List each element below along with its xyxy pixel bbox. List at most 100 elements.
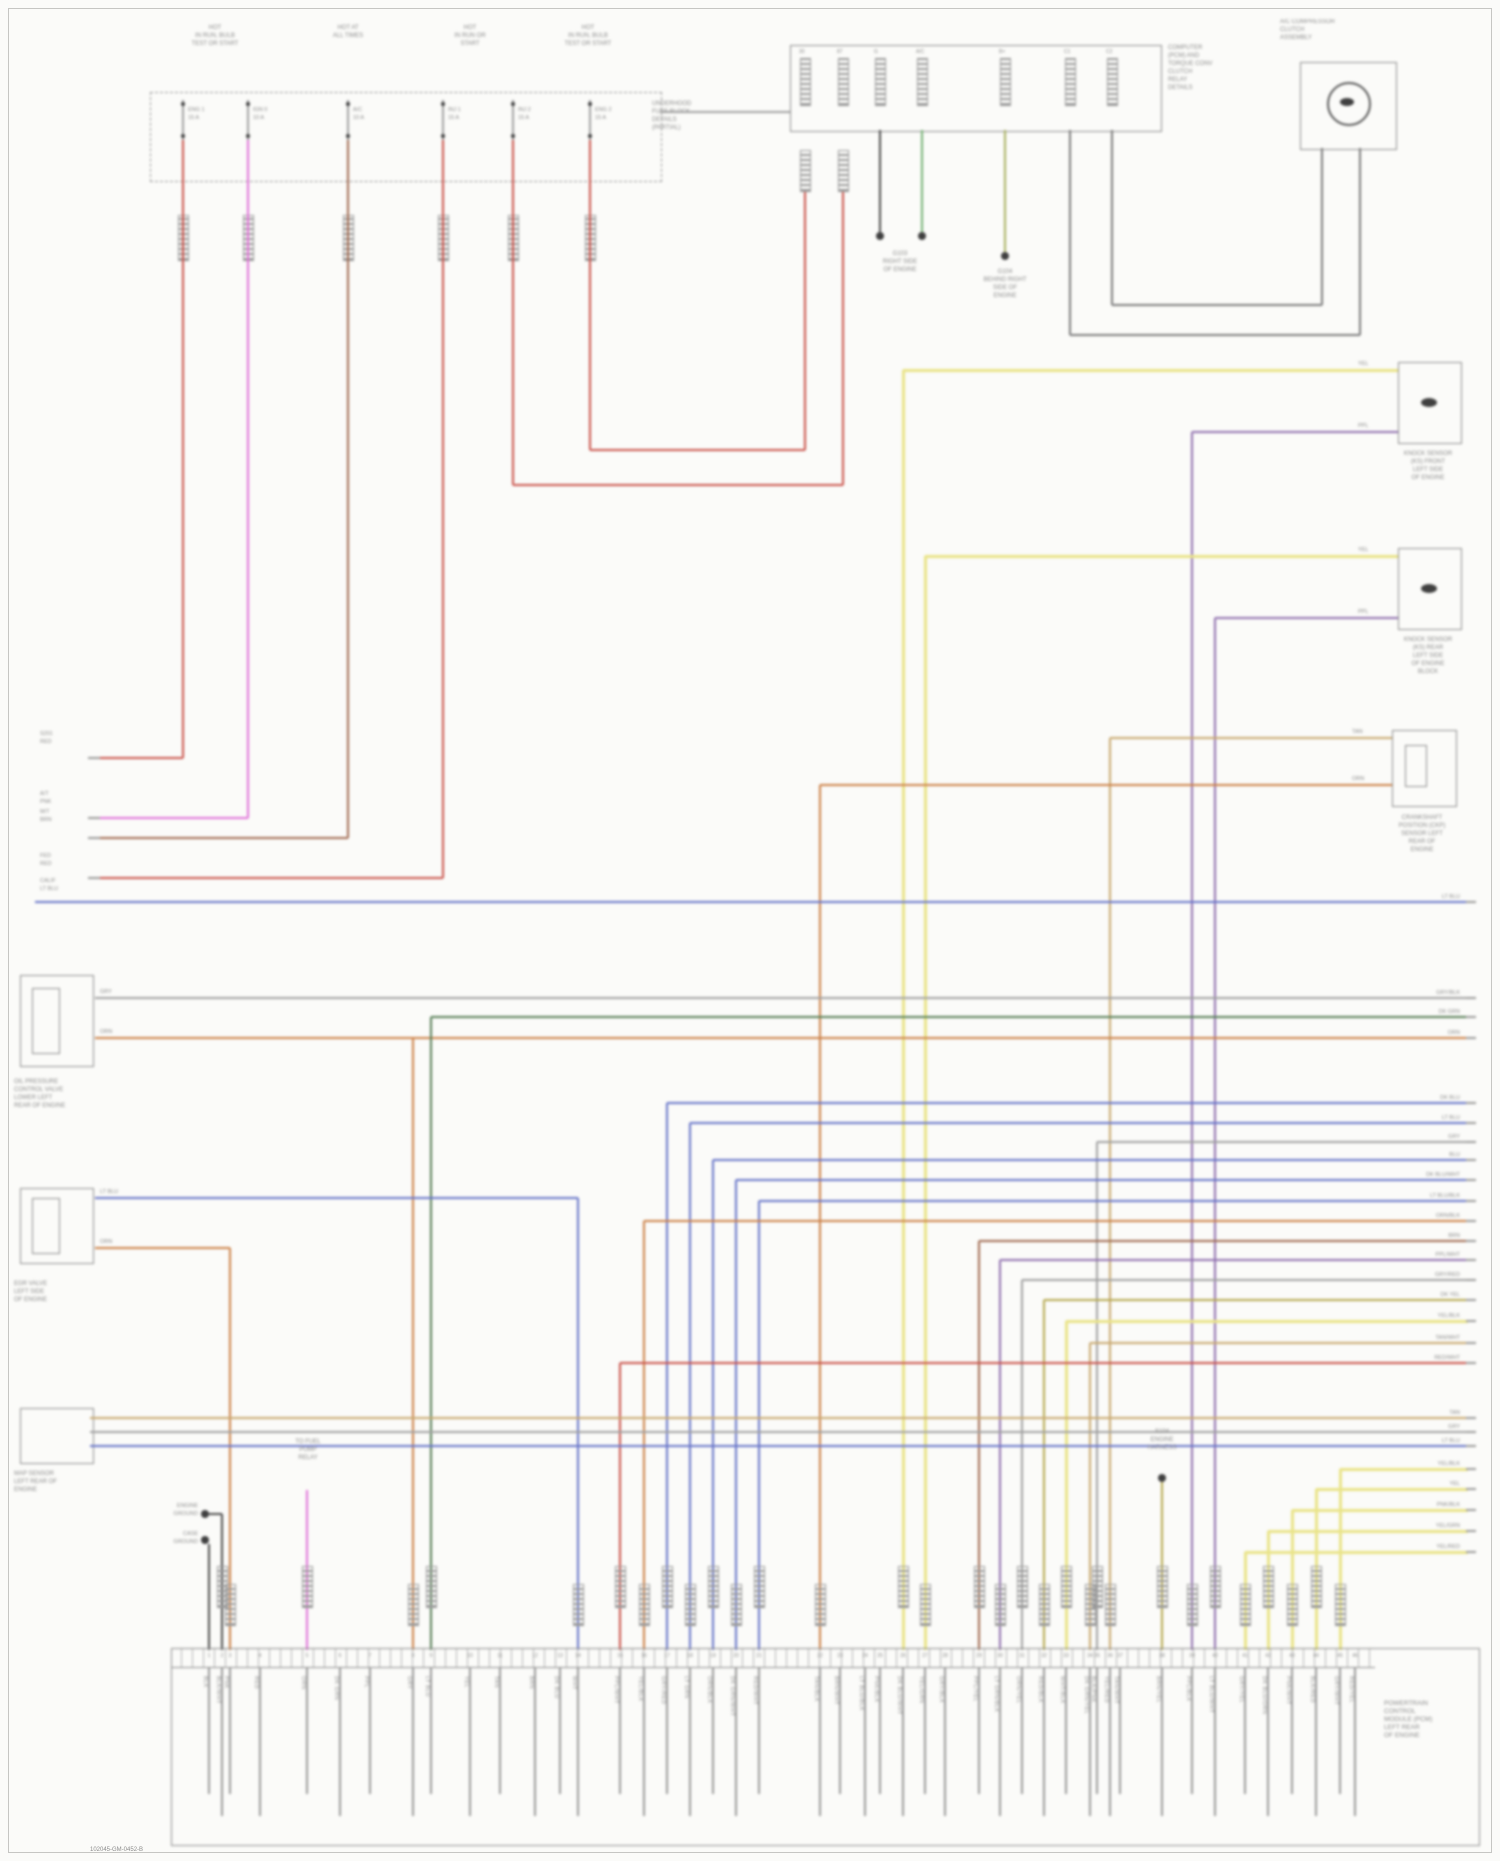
- pin-tick: [1466, 1240, 1476, 1242]
- component-box: [20, 1188, 94, 1264]
- fuse-terminal: [441, 102, 445, 106]
- wire: [1109, 738, 1111, 1650]
- wire-code-label: BRN/YEL: [1155, 1676, 1161, 1704]
- wire-code-label: YEL: [463, 1676, 469, 1688]
- wire-hatch-connector: [302, 1566, 313, 1608]
- pin-number: 28: [942, 1653, 948, 1659]
- pin-number: 44: [1313, 1653, 1319, 1659]
- fuse-terminal: [511, 134, 515, 138]
- pin-tick: [1466, 1037, 1476, 1039]
- wire: [1111, 130, 1113, 305]
- right-pin-label: GRY/RED: [1435, 1272, 1460, 1278]
- wire-code-label: GRY/BLK: [938, 1676, 944, 1704]
- wire-hatch-connector: [1187, 1584, 1198, 1626]
- wire-hatch-connector: [1287, 1584, 1298, 1626]
- wire: [643, 1221, 645, 1650]
- fuse-terminal: [588, 102, 592, 106]
- pin-number: 42: [1265, 1653, 1271, 1659]
- component-label: KNOCK SENSOR (KS) REAR LEFT SIDE OF ENGINE B…: [1403, 637, 1453, 675]
- wire: [430, 1017, 432, 1650]
- wire-code-label: YEL/RED: [1103, 1676, 1109, 1704]
- wire-hatch-connector: [731, 1584, 742, 1626]
- wire: [100, 837, 348, 839]
- wire: [1191, 432, 1193, 1650]
- junction-label: COMPUTER (PCM) AND TORQUE CONV CLUTCH RELAY D…: [1168, 45, 1213, 91]
- wire-hatch-connector: [615, 1566, 626, 1608]
- pin-number: 26: [900, 1653, 906, 1659]
- wire: [1064, 1321, 1068, 1650]
- wire: [1044, 1299, 1468, 1301]
- ground-dot: [1001, 252, 1009, 260]
- wire-hatch-connector: [838, 150, 849, 192]
- pin-number: 45: [1337, 1653, 1343, 1659]
- wire-code-label: PNK: [223, 1676, 229, 1689]
- fuse-label: IGN 0 10 A: [253, 107, 268, 121]
- wire-code-label: WHT: [571, 1676, 577, 1691]
- fuse-terminal: [181, 102, 185, 106]
- wire: [100, 877, 443, 879]
- pcm-label: POWERTRAIN CONTROL MODULE (PCM) LEFT REAR OF…: [1384, 1700, 1433, 1739]
- wire-code-label: PPL: [363, 1676, 369, 1688]
- wire-hatch-connector: [1105, 1584, 1116, 1626]
- wire: [1316, 1487, 1468, 1491]
- wire-hatch-connector: [1335, 1584, 1346, 1626]
- right-pin-label: LT BLU: [1441, 894, 1460, 900]
- wire-hatch-connector: [815, 1584, 826, 1626]
- wire-code-label: PNK/WHT: [1285, 1676, 1291, 1705]
- ground-label: G104 BEHIND RIGHT SIDE OF ENGINE: [983, 269, 1027, 299]
- right-pin-label: YEL/RED: [1436, 1544, 1460, 1550]
- wire: [208, 1668, 210, 1794]
- wire: [660, 111, 790, 113]
- label: ORN: [100, 1029, 113, 1035]
- wire: [95, 1247, 230, 1249]
- wire-hatch-connector: [1107, 58, 1118, 106]
- wire: [944, 1668, 946, 1816]
- pin-number: 8: [411, 1653, 415, 1659]
- wire: [620, 1362, 1468, 1364]
- wire-code-label: BLK/PNK: [1090, 1676, 1096, 1703]
- pin-number: 14: [575, 1653, 581, 1659]
- fuse-box: [150, 92, 662, 182]
- wire: [1066, 1319, 1468, 1323]
- wire-code-label: DK GRN/YEL: [1083, 1676, 1089, 1715]
- right-pin-label: LT BLU: [1441, 1115, 1460, 1121]
- wire-code-label: PPL/WHT: [613, 1676, 619, 1704]
- junction-box: [790, 45, 1162, 132]
- wire: [1043, 1668, 1045, 1816]
- component-symbol-dot: [1340, 98, 1354, 106]
- label: YEL: [1358, 547, 1369, 553]
- wire: [412, 1668, 414, 1816]
- wire-code-label: DK BLU/WHT: [896, 1676, 902, 1715]
- wire-hatch-connector: [875, 58, 886, 106]
- wire-hatch-connector: [917, 58, 928, 106]
- wire-code-label: GRY: [406, 1676, 412, 1690]
- wire: [903, 368, 1398, 372]
- wire: [1000, 1259, 1468, 1261]
- wire: [35, 901, 1468, 903]
- wire: [90, 1445, 1468, 1447]
- wire-code-label: GRY/WHT: [1333, 1676, 1339, 1706]
- ground-dot: [201, 1536, 209, 1544]
- right-pin-label: BLU: [1449, 1152, 1460, 1158]
- wire: [1109, 1668, 1111, 1816]
- pin-number: 35: [1094, 1653, 1100, 1659]
- wire-hatch-connector: [708, 1566, 719, 1608]
- wire: [902, 1668, 904, 1816]
- wire-hatch-connector: [754, 1566, 765, 1608]
- wire: [412, 1038, 414, 1650]
- wire: [431, 1016, 1468, 1018]
- pin-tick: [1466, 1551, 1476, 1553]
- pin-number: 12: [532, 1653, 538, 1659]
- right-pin-label: DK BLU/WHT: [1426, 1172, 1460, 1178]
- wire: [1292, 1508, 1468, 1512]
- component-label: CRANKSHAFT POSITION (CKP) SENSOR LEFT REAR …: [1398, 815, 1446, 853]
- pin-tick: [1466, 1362, 1476, 1364]
- label: TAN: [1352, 729, 1363, 735]
- wire: [999, 1260, 1001, 1650]
- wire: [247, 140, 249, 818]
- pin-tick: [1466, 1159, 1476, 1161]
- wire-code-label: TAN/WHT: [1113, 1676, 1119, 1705]
- right-pin-label: PPL/WHT: [1435, 1252, 1460, 1258]
- wire: [1321, 148, 1323, 305]
